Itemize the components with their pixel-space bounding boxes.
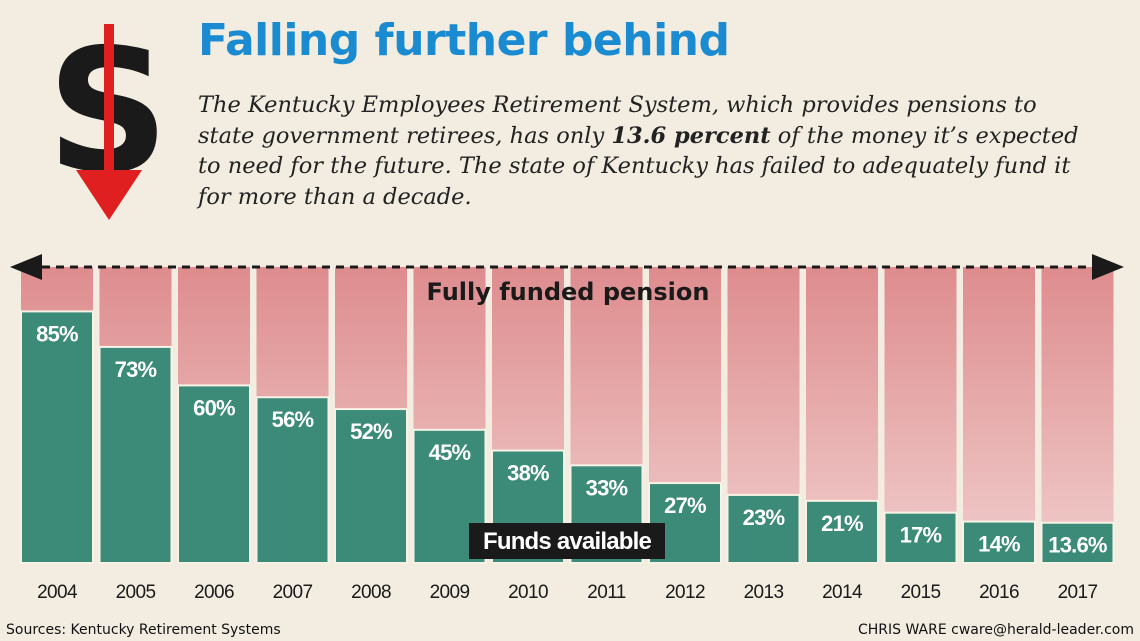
data-label-2006: 60% <box>193 395 235 420</box>
reference-label: Fully funded pension <box>427 278 710 306</box>
funds-bar-2007 <box>255 396 330 564</box>
data-label-2004: 85% <box>36 321 78 346</box>
data-label-2005: 73% <box>115 357 157 382</box>
subtitle-text-end: of the money it’s expected to need for t… <box>198 122 1079 210</box>
chart-subtitle: The Kentucky Employees Retirement System… <box>198 90 1098 212</box>
data-label-2007: 56% <box>272 407 314 432</box>
left-arrowhead-icon <box>10 254 42 280</box>
data-label-2009: 45% <box>429 440 471 465</box>
data-label-2012: 27% <box>664 493 706 518</box>
unfunded-bar-2017 <box>1041 267 1114 563</box>
x-tick-2008: 2008 <box>351 582 391 603</box>
subtitle-text-start: The Kentucky Employees Retirement System… <box>198 92 1037 149</box>
x-tick-2012: 2012 <box>665 582 705 603</box>
data-label-2017: 13.6% <box>1048 533 1107 558</box>
x-tick-2005: 2005 <box>116 582 156 603</box>
data-label-2008: 52% <box>350 419 392 444</box>
source-note: Sources: Kentucky Retirement Systems <box>6 622 281 638</box>
x-tick-2007: 2007 <box>273 582 313 603</box>
subtitle-highlight: 13.6 percent <box>611 122 771 149</box>
series-label: Funds available <box>483 528 652 555</box>
data-label-2011: 33% <box>586 475 628 500</box>
funds-bar-2004 <box>20 310 94 565</box>
funds-bar-2015 <box>883 511 958 564</box>
funds-bar-2014 <box>805 499 879 564</box>
x-tick-2013: 2013 <box>744 582 784 603</box>
x-tick-2014: 2014 <box>822 582 863 603</box>
credit-note: CHRIS WARE cware@herald-leader.com <box>857 622 1134 638</box>
data-label-2016: 14% <box>978 532 1020 557</box>
x-tick-2009: 2009 <box>430 582 470 603</box>
funds-bar-2008 <box>334 408 408 564</box>
funds-bar-2005 <box>98 345 173 564</box>
data-label-2014: 21% <box>821 511 863 536</box>
data-label-2010: 38% <box>507 461 549 486</box>
x-tick-2004: 2004 <box>37 582 78 603</box>
funds-bar-2006 <box>177 384 251 564</box>
funds-bar-2013 <box>726 493 801 564</box>
bars-layer: 85% 2004 73% 2005 60% 2006 56% 2007 52% 2008 45% 20… <box>20 267 1115 603</box>
falling-dollar-icon: S <box>47 20 169 220</box>
x-tick-2015: 2015 <box>901 582 941 603</box>
page-title: Falling further behind <box>198 15 730 66</box>
x-tick-2011: 2011 <box>587 582 625 603</box>
funds-bar-2016 <box>962 520 1036 564</box>
x-tick-2017: 2017 <box>1058 582 1098 603</box>
x-tick-2010: 2010 <box>508 582 548 603</box>
funds-bar-2017 <box>1040 521 1115 564</box>
funding-bar-chart: 85% 2004 73% 2005 60% 2006 56% 2007 52% 2008 45% 20… <box>10 254 1124 603</box>
right-arrowhead-icon <box>1092 254 1124 280</box>
x-tick-2016: 2016 <box>979 582 1019 603</box>
unfunded-bar-2016 <box>963 267 1035 563</box>
series-label-box <box>469 523 665 559</box>
data-label-2013: 23% <box>743 505 785 530</box>
x-tick-2006: 2006 <box>194 582 234 603</box>
data-label-2015: 17% <box>900 523 942 548</box>
